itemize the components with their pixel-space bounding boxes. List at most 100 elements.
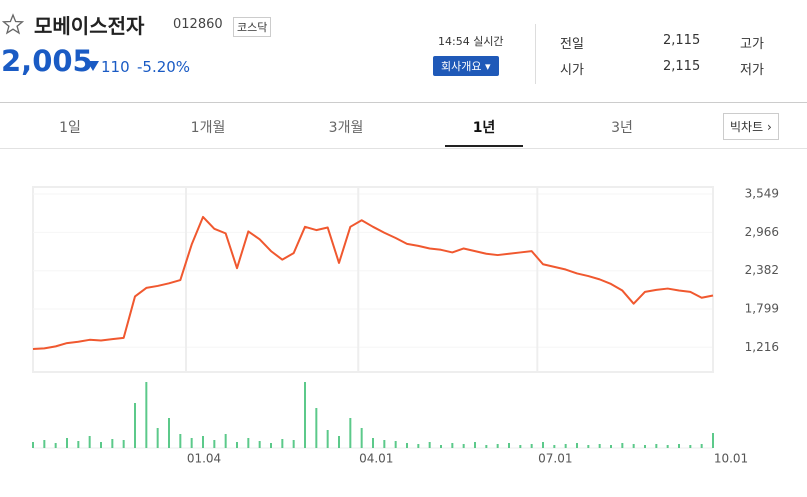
summary-label: 저가 [740, 63, 764, 78]
x-tick-label: 04.01 [359, 452, 393, 466]
volume-bar [202, 436, 204, 448]
price-change: 110 [101, 58, 130, 76]
volume-bar [190, 438, 193, 448]
volume-bar [428, 442, 431, 448]
volume-bar [508, 443, 510, 448]
volume-bar [88, 436, 91, 448]
summary-label: 고가 [740, 37, 764, 52]
volume-bar [122, 440, 125, 448]
volume-bar [553, 445, 556, 448]
y-tick-label: 2,382 [745, 263, 779, 277]
volume-bar [632, 444, 635, 448]
volume-bar [496, 444, 499, 448]
volume-bar [700, 444, 703, 448]
volume-bar [678, 444, 680, 448]
volume-bar [564, 444, 567, 448]
summary-label: 전일 [560, 37, 584, 52]
volume-bar [281, 439, 284, 448]
y-tick-label: 1,216 [745, 340, 779, 354]
volume-bar [587, 445, 590, 448]
volume-bar [712, 433, 714, 448]
summary-label: 시가 [560, 63, 584, 78]
stock-code: 012860 [173, 17, 223, 32]
y-tick-label: 3,549 [745, 187, 779, 201]
stock-name: 모베이스전자 [34, 14, 145, 38]
volume-bar [292, 440, 295, 448]
tab[interactable]: 3개월 [328, 120, 364, 136]
volume-bar [224, 434, 227, 448]
volume-bar [394, 441, 397, 448]
volume-bar [111, 439, 114, 448]
big-chart-label: 빅차트 [730, 120, 764, 134]
volume-bar [54, 443, 57, 448]
price-line [32, 215, 714, 351]
volume-bar [598, 444, 601, 448]
current-price: 2,005 [1, 44, 93, 78]
volume-bar [462, 444, 465, 448]
volume-bar [179, 434, 182, 448]
volume-bar [689, 445, 692, 448]
y-tick-label: 1,799 [745, 301, 779, 315]
volume-bar [451, 443, 454, 448]
volume-bar [542, 442, 544, 448]
summary-value: 2,115 [663, 33, 701, 48]
volume-bar [474, 442, 476, 448]
volume-bar [77, 441, 80, 448]
volume-bar [168, 418, 170, 448]
volume-bar [236, 442, 238, 448]
volume-bar [372, 438, 374, 448]
tab-divider [0, 148, 807, 149]
summary-value: 2,115 [663, 59, 701, 74]
volume-bar [270, 443, 272, 448]
volume-bar [349, 418, 352, 448]
volume-bar [440, 445, 442, 448]
company-button-label: 회사개요 [441, 60, 482, 73]
tab[interactable]: 1일 [59, 120, 81, 136]
volume-bar [519, 445, 522, 448]
x-tick-label: 10.01 [714, 452, 748, 466]
volume-bar [315, 408, 318, 448]
volume-bar [417, 444, 420, 448]
update-time: 14:54 실시간 [438, 35, 504, 48]
volume-bar [485, 445, 488, 448]
volume-bar [43, 440, 46, 448]
down-arrow [87, 61, 99, 71]
big-chart-button[interactable]: 빅차트 › [723, 113, 779, 140]
volume-bar [576, 443, 578, 448]
tab[interactable]: 3년 [611, 120, 633, 136]
volume-bar [530, 444, 533, 448]
volume-bar [360, 428, 363, 448]
x-tick-label: 07.01 [538, 452, 572, 466]
x-tick-label: 01.04 [187, 452, 221, 466]
tab[interactable]: 1개월 [190, 120, 226, 136]
company-button[interactable]: 회사개요 ▾ [433, 56, 499, 76]
volume-bar [655, 444, 658, 448]
market-badge: 코스닥 [233, 17, 272, 37]
volume-bar [32, 442, 34, 448]
favorite-star[interactable] [2, 13, 24, 35]
volume-bar [134, 403, 136, 448]
volume-bar [156, 428, 159, 448]
volume-bar [406, 443, 408, 448]
volume-bar [383, 440, 386, 448]
plot-frame [32, 186, 714, 373]
volume-bar [247, 438, 250, 448]
volume-bar [644, 445, 646, 448]
divider [535, 24, 536, 84]
volume-bar [610, 445, 612, 448]
chart-panel [0, 102, 807, 497]
volume-bar [66, 438, 68, 448]
volume-bar [621, 443, 624, 448]
volume-bar [666, 445, 669, 448]
volume-bar [145, 382, 148, 448]
change-percent: -5.20% [137, 58, 191, 76]
volume-bar [258, 441, 261, 448]
volume-bar [338, 436, 340, 448]
volume-bar [326, 430, 329, 448]
tab[interactable]: 1년 [472, 120, 496, 136]
volume-bar [213, 440, 216, 448]
tab-underline [445, 145, 523, 147]
y-tick-label: 2,966 [745, 225, 779, 239]
